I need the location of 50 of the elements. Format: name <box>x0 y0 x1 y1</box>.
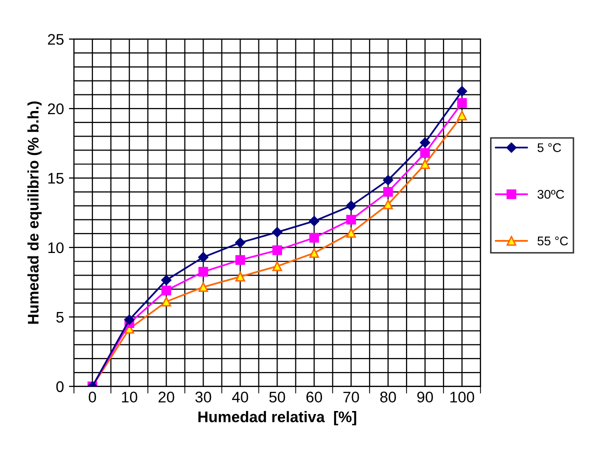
y-tick-label: 25 <box>48 34 64 45</box>
x-tick-label: 50 <box>269 392 286 402</box>
point <box>235 255 246 265</box>
point <box>420 148 430 158</box>
point <box>272 227 282 238</box>
legend-label: 5 °C <box>538 143 562 152</box>
x-tick-label: 30 <box>195 392 212 402</box>
point <box>235 238 246 248</box>
point <box>161 296 172 307</box>
point <box>272 245 282 256</box>
x-tick-label: 100 <box>450 392 474 402</box>
x-tick-label: 60 <box>306 392 322 402</box>
point <box>457 110 467 120</box>
point <box>456 86 468 96</box>
point <box>346 228 356 238</box>
point <box>124 314 134 325</box>
point <box>272 261 282 272</box>
x-tick-label: 70 <box>343 392 360 402</box>
y-tick-label: 10 <box>48 242 64 254</box>
point <box>161 275 172 286</box>
y-tick-label: 0 <box>56 381 64 392</box>
point <box>309 216 320 226</box>
point <box>420 159 430 169</box>
x-axis-title: Humedad relativa [%] <box>198 411 356 426</box>
point <box>346 200 356 211</box>
point <box>382 174 394 186</box>
point <box>235 272 246 282</box>
point <box>420 137 430 148</box>
x-tick-label: 10 <box>122 392 138 402</box>
x-tick-label: 80 <box>380 392 396 402</box>
x-tick-label: 20 <box>158 392 174 402</box>
x-tick-label: 90 <box>417 392 433 402</box>
y-tick-label: 20 <box>48 103 64 114</box>
y-axis-title: Humedad de equilibrio (% b.h.) <box>27 101 42 324</box>
point <box>309 232 320 243</box>
point <box>346 214 356 225</box>
legend-label: 30ºC <box>538 190 564 199</box>
point <box>198 252 208 262</box>
point <box>457 98 467 108</box>
point <box>383 187 393 197</box>
x-tick-label: 0 <box>88 392 96 402</box>
point <box>161 286 172 296</box>
point <box>198 282 208 292</box>
point <box>309 248 320 258</box>
point <box>383 200 393 210</box>
point <box>198 266 208 277</box>
x-tick-label: 40 <box>232 392 248 402</box>
y-tick-label: 5 <box>56 312 64 323</box>
y-tick-label: 15 <box>48 173 64 184</box>
legend-label: 55 °C <box>538 236 568 246</box>
